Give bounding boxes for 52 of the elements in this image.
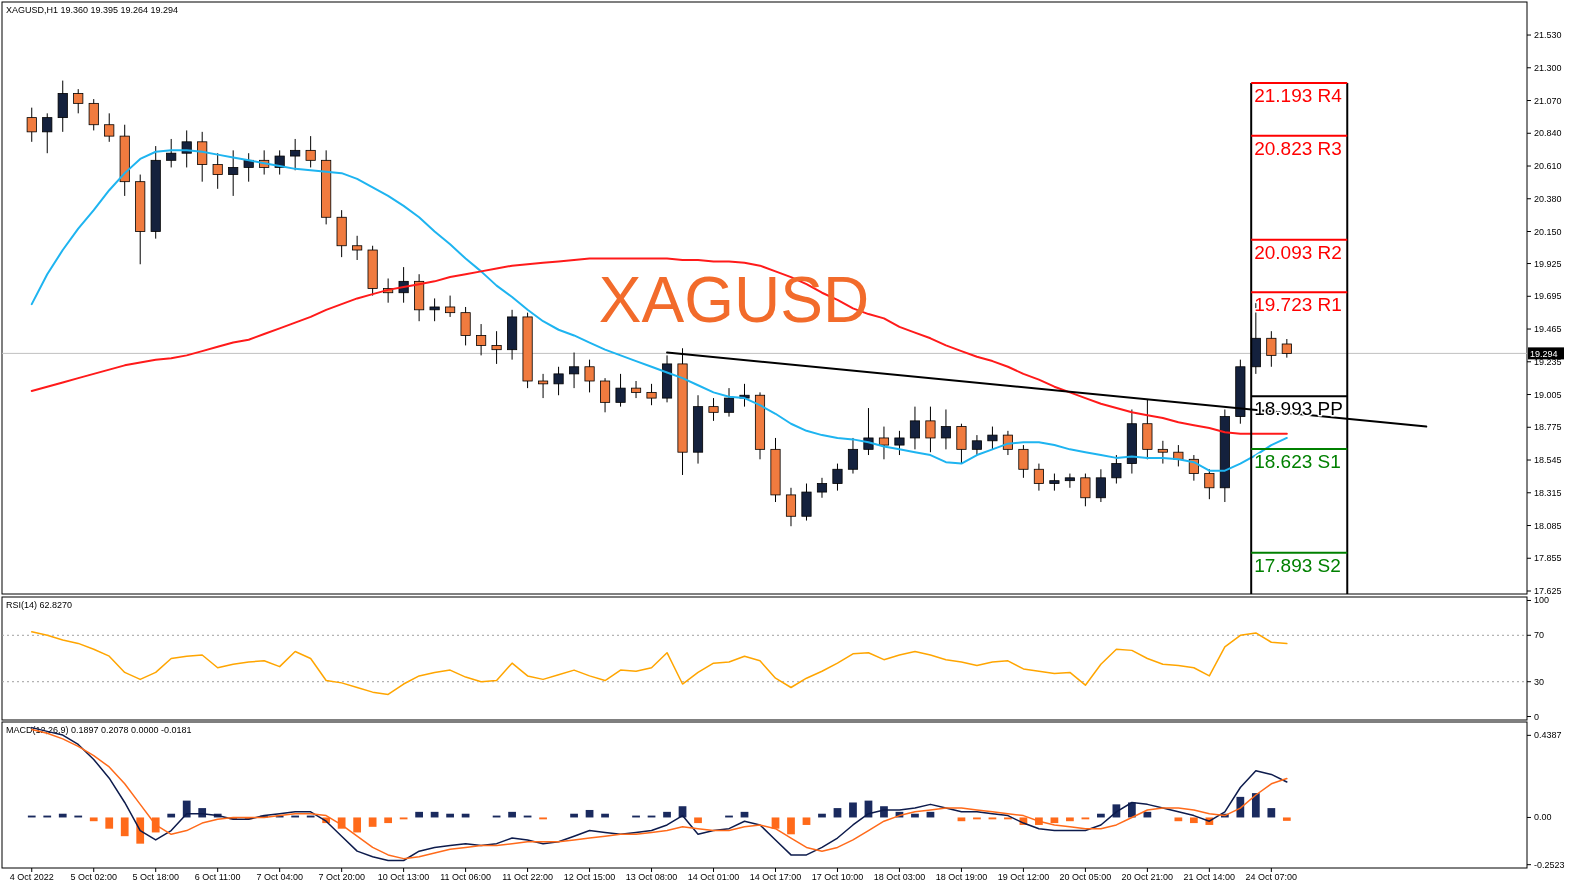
y-tick-label: 20.380 xyxy=(1534,193,1562,204)
y-tick-label: 17.855 xyxy=(1534,553,1562,564)
x-tick-label: 5 Oct 02:00 xyxy=(70,872,117,882)
x-tick-label: 11 Oct 06:00 xyxy=(440,872,492,882)
y-tick-label: 20.610 xyxy=(1534,161,1562,172)
x-tick-label: 13 Oct 08:00 xyxy=(625,872,678,882)
x-tick-label: 14 Oct 17:00 xyxy=(749,872,802,882)
ref-line-label: 21.193 R4 xyxy=(1254,85,1343,107)
y-tick-label: 20.150 xyxy=(1534,226,1562,237)
y-tick-label: 0.00 xyxy=(1534,812,1552,823)
x-tick-label: 12 Oct 15:00 xyxy=(563,872,616,882)
x-tick-label: 14 Oct 01:00 xyxy=(687,872,740,882)
x-tick-label: 10 Oct 13:00 xyxy=(377,872,430,882)
y-tick-label: 21.070 xyxy=(1534,95,1562,106)
y-tick-label: 30 xyxy=(1534,676,1545,687)
x-tick-label: 20 Oct 05:00 xyxy=(1059,872,1112,882)
ref-line-label: 17.893 S2 xyxy=(1254,554,1341,576)
y-tick-label: 100 xyxy=(1534,595,1550,606)
x-tick-label: 18 Oct 03:00 xyxy=(873,872,926,882)
x-tick-label: 17 Oct 10:00 xyxy=(811,872,864,882)
y-tick-label: 19.465 xyxy=(1534,324,1562,335)
y-tick-label: 20.840 xyxy=(1534,128,1562,139)
x-tick-label: 24 Oct 07:00 xyxy=(1245,872,1298,882)
y-tick-label: 21.300 xyxy=(1534,62,1562,73)
x-tick-label: 4 Oct 2022 xyxy=(9,872,54,882)
y-tick-label: 19.925 xyxy=(1534,258,1562,269)
y-tick-label: 70 xyxy=(1534,630,1545,641)
x-tick-label: 20 Oct 21:00 xyxy=(1121,872,1174,882)
x-tick-label: 6 Oct 11:00 xyxy=(194,872,241,882)
x-tick-label: 21 Oct 14:00 xyxy=(1183,872,1236,882)
y-tick-label: 0.4387 xyxy=(1534,730,1562,741)
x-tick-label: 19 Oct 12:00 xyxy=(997,872,1050,882)
y-tick-label: 18.545 xyxy=(1534,455,1562,466)
chart-title: XAGUSD,H1 19.360 19.395 19.264 19.294 xyxy=(6,5,179,15)
x-tick-label: 7 Oct 04:00 xyxy=(256,872,303,882)
x-tick-label: 18 Oct 19:00 xyxy=(935,872,988,882)
y-tick-label: 21.530 xyxy=(1534,30,1562,41)
x-tick-label: 5 Oct 18:00 xyxy=(132,872,179,882)
y-tick-label: 18.085 xyxy=(1534,520,1562,531)
y-tick-label: 18.775 xyxy=(1534,422,1562,433)
ref-line-label: 20.823 R3 xyxy=(1254,137,1342,159)
chart-title: RSI(14) 62.8270 xyxy=(6,600,73,610)
x-tick-label: 7 Oct 20:00 xyxy=(318,872,365,882)
y-tick-label: 18.315 xyxy=(1534,487,1562,498)
y-tick-label: 0 xyxy=(1534,711,1540,722)
y-tick-label: 19.005 xyxy=(1534,389,1562,400)
y-tick-label: -0.2523 xyxy=(1534,859,1565,870)
ref-line-label: 18.623 S1 xyxy=(1254,450,1341,472)
y-tick-label: 17.625 xyxy=(1534,586,1562,597)
y-tick-label: 19.695 xyxy=(1534,291,1562,302)
ref-line-label: 20.093 R2 xyxy=(1254,241,1342,263)
x-tick-label: 11 Oct 22:00 xyxy=(502,872,554,882)
